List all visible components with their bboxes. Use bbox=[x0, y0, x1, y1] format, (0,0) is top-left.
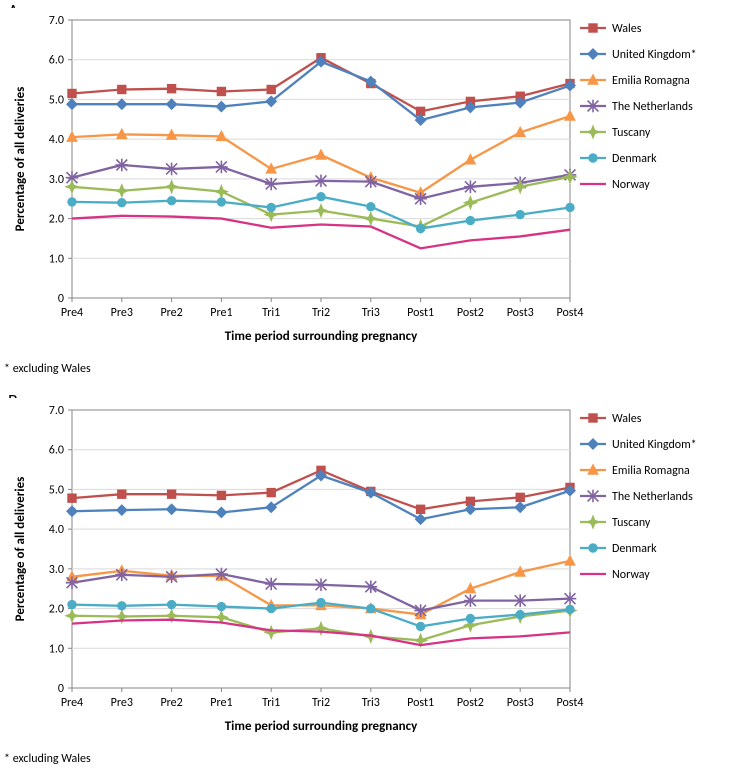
svg-text:The Netherlands: The Netherlands bbox=[612, 490, 693, 504]
svg-text:Percentage of all deliveries: Percentage of all deliveries bbox=[13, 87, 28, 232]
svg-text:Tuscany: Tuscany bbox=[612, 126, 651, 140]
svg-text:Pre3: Pre3 bbox=[111, 696, 133, 710]
svg-text:Pre2: Pre2 bbox=[160, 306, 182, 320]
svg-text:Post1: Post1 bbox=[407, 306, 434, 320]
svg-text:Tri2: Tri2 bbox=[312, 696, 330, 710]
svg-text:5.0: 5.0 bbox=[49, 93, 64, 107]
svg-text:Pre4: Pre4 bbox=[61, 306, 83, 320]
svg-text:Percentage of all deliveries: Percentage of all deliveries bbox=[13, 477, 28, 622]
svg-text:Time period surrounding pregna: Time period surrounding pregnancy bbox=[225, 719, 418, 734]
svg-text:2.0: 2.0 bbox=[49, 603, 64, 617]
svg-text:Norway: Norway bbox=[612, 178, 650, 192]
svg-text:Pre2: Pre2 bbox=[160, 696, 182, 710]
svg-text:6.0: 6.0 bbox=[49, 444, 64, 458]
svg-text:Wales: Wales bbox=[612, 22, 642, 36]
chart-b: 0 1.0 2.0 3.0 4.0 5.0 6.0 7.0 Pre4 Pre3 Pre2 Pre1 Tr… bbox=[0, 398, 737, 748]
svg-text:Emilia Romagna: Emilia Romagna bbox=[612, 74, 690, 88]
svg-text:Denmark: Denmark bbox=[612, 542, 657, 556]
svg-text:1.0: 1.0 bbox=[49, 252, 64, 266]
svg-text:Pre1: Pre1 bbox=[210, 696, 232, 710]
svg-text:0: 0 bbox=[58, 292, 64, 306]
svg-text:3.0: 3.0 bbox=[49, 563, 64, 577]
svg-text:Tri2: Tri2 bbox=[312, 306, 330, 320]
svg-text:Post1: Post1 bbox=[407, 696, 434, 710]
svg-text:6.0: 6.0 bbox=[49, 54, 64, 68]
svg-text:2.0: 2.0 bbox=[49, 213, 64, 227]
svg-text:Post4: Post4 bbox=[557, 306, 584, 320]
svg-text:Emilia Romagna: Emilia Romagna bbox=[612, 464, 690, 478]
svg-text:1.0: 1.0 bbox=[49, 642, 64, 656]
svg-text:Tri3: Tri3 bbox=[362, 696, 380, 710]
svg-text:4.0: 4.0 bbox=[49, 133, 64, 147]
svg-text:Post2: Post2 bbox=[457, 696, 484, 710]
svg-text:Pre1: Pre1 bbox=[210, 306, 232, 320]
svg-text:Post3: Post3 bbox=[507, 306, 534, 320]
svg-text:United Kingdom*: United Kingdom* bbox=[612, 48, 697, 62]
panel-b: B 01.02.03.04.05.06.07.0Pre4Pre3Pre2Pre1… bbox=[0, 390, 737, 770]
svg-text:The Netherlands: The Netherlands bbox=[612, 100, 693, 114]
footnote-b: * excluding Wales bbox=[4, 752, 91, 766]
svg-text:0: 0 bbox=[58, 682, 64, 696]
panel-a: A 01.02.03.04.05.06.07.0Pre4Pre3Pre2Pre1… bbox=[0, 0, 737, 385]
svg-text:Tuscany: Tuscany bbox=[612, 516, 651, 530]
svg-text:Pre4: Pre4 bbox=[61, 696, 83, 710]
svg-text:Time period surrounding pregna: Time period surrounding pregnancy bbox=[225, 329, 418, 344]
svg-text:Pre3: Pre3 bbox=[111, 306, 133, 320]
footnote-a: * excluding Wales bbox=[4, 362, 91, 376]
svg-text:Tri1: Tri1 bbox=[262, 696, 280, 710]
svg-text:7.0: 7.0 bbox=[49, 404, 64, 418]
svg-text:7.0: 7.0 bbox=[49, 14, 64, 28]
svg-text:5.0: 5.0 bbox=[49, 483, 64, 497]
svg-text:4.0: 4.0 bbox=[49, 523, 64, 537]
svg-text:Post4: Post4 bbox=[557, 696, 584, 710]
svg-text:Tri3: Tri3 bbox=[362, 306, 380, 320]
svg-text:3.0: 3.0 bbox=[49, 173, 64, 187]
svg-text:Norway: Norway bbox=[612, 568, 650, 582]
svg-text:Tri1: Tri1 bbox=[262, 306, 280, 320]
chart-a: 0 1.0 2.0 3.0 4.0 5.0 6.0 7.0 Pre4 Pre3 Pre2 Pre1 Tr… bbox=[0, 8, 737, 358]
svg-text:Denmark: Denmark bbox=[612, 152, 657, 166]
svg-text:Wales: Wales bbox=[612, 412, 642, 426]
svg-text:Post2: Post2 bbox=[457, 306, 484, 320]
svg-text:United Kingdom*: United Kingdom* bbox=[612, 438, 697, 452]
figure-container: { "panels": { "A": { "letter": "A", "cha… bbox=[0, 0, 737, 770]
svg-text:Post3: Post3 bbox=[507, 696, 534, 710]
